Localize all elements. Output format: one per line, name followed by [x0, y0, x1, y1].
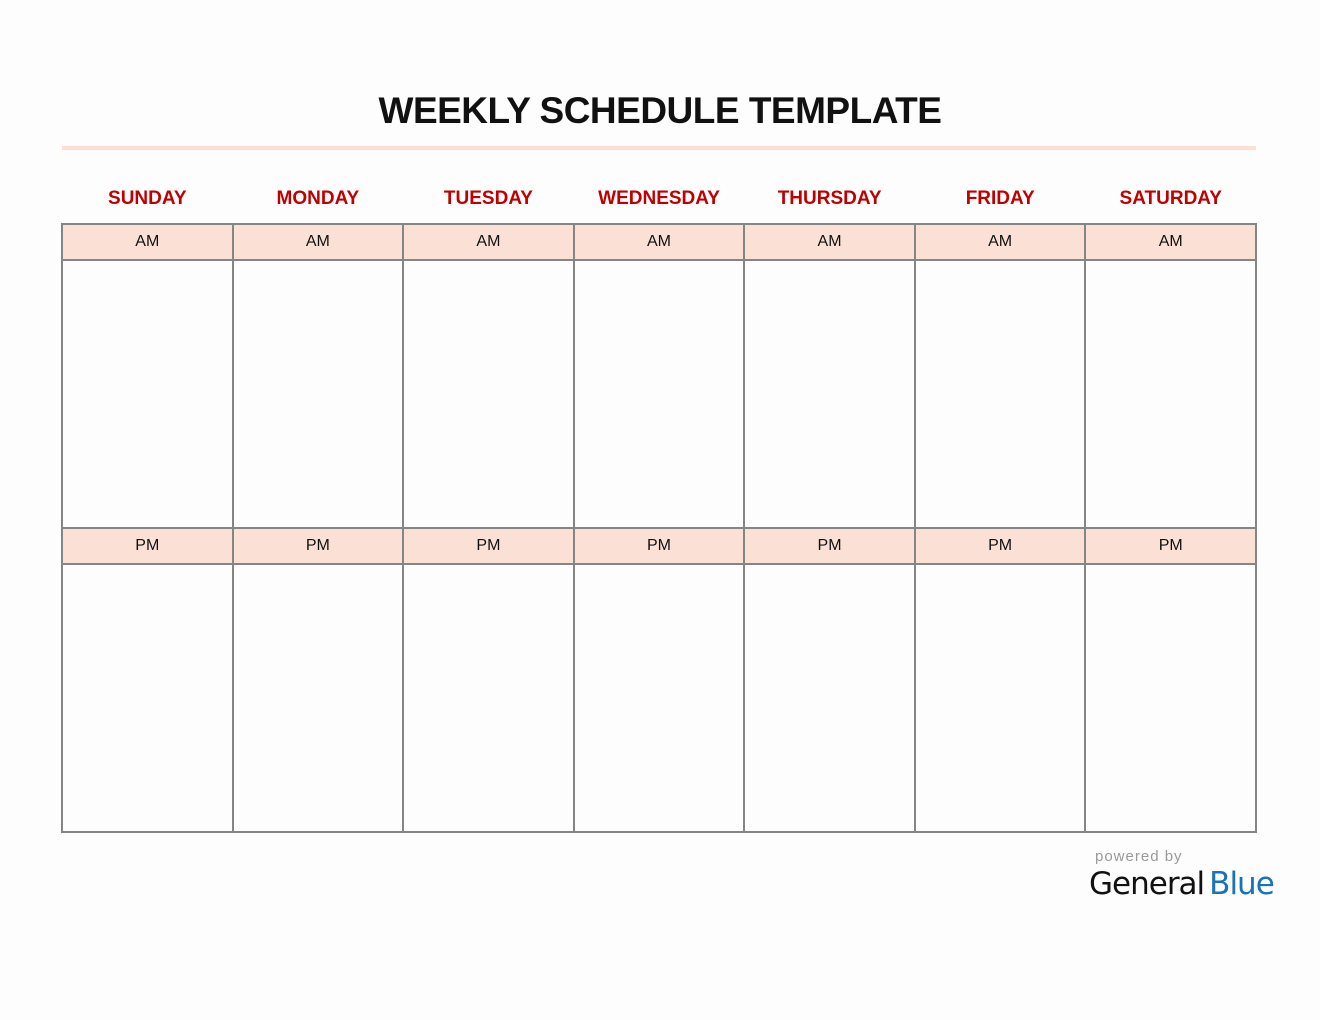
- schedule-cell-wednesday-am[interactable]: [572, 259, 746, 529]
- period-label-am: AM: [743, 223, 916, 261]
- period-header-row-am: AM AM AM AM AM AM AM: [61, 223, 1257, 261]
- day-label-thursday: THURSDAY: [777, 188, 882, 209]
- schedule-cell-thursday-pm[interactable]: [743, 563, 916, 833]
- schedule-cell-monday-am[interactable]: [231, 259, 405, 529]
- period-label-am: AM: [1084, 223, 1257, 261]
- schedule-cell-friday-pm[interactable]: [913, 563, 1087, 833]
- day-label-tuesday: TUESDAY: [443, 188, 533, 209]
- day-labels: SUNDAY MONDAY TUESDAY WEDNESDAY THURSDAY FRID…: [62, 188, 1256, 210]
- period-label-pm: PM: [572, 527, 746, 565]
- period-label-pm: PM: [231, 527, 405, 565]
- day-label-friday: FRIDAY: [965, 188, 1035, 209]
- schedule-cell-saturday-pm[interactable]: [1084, 563, 1257, 833]
- period-header-row-pm: PM PM PM PM PM PM PM: [61, 527, 1257, 565]
- page-title: WEEKLY SCHEDULE TEMPLATE: [378, 90, 942, 131]
- schedule-cell-friday-am[interactable]: [913, 259, 1087, 529]
- period-label-am: AM: [572, 223, 746, 261]
- period-label-pm: PM: [913, 527, 1087, 565]
- schedule-cell-tuesday-pm[interactable]: [402, 563, 575, 833]
- period-label-am: AM: [913, 223, 1087, 261]
- period-body-row-pm: [61, 563, 1257, 833]
- schedule-cell-sunday-am[interactable]: [61, 259, 234, 529]
- day-label-monday: MONDAY: [276, 188, 360, 209]
- logo-general: General: [1089, 866, 1205, 902]
- title-divider: [62, 146, 1256, 150]
- schedule-cell-tuesday-am[interactable]: [402, 259, 575, 529]
- schedule-cell-wednesday-pm[interactable]: [572, 563, 746, 833]
- schedule-cell-monday-pm[interactable]: [231, 563, 405, 833]
- period-label-pm: PM: [743, 527, 916, 565]
- logo-blue: Blue: [1209, 866, 1275, 902]
- schedule-cell-sunday-pm[interactable]: [61, 563, 234, 833]
- powered-by-text: powered by: [1095, 848, 1183, 865]
- schedule-cell-thursday-am[interactable]: [743, 259, 916, 529]
- period-label-am: AM: [402, 223, 575, 261]
- generalblue-logo: General Blue: [1089, 866, 1275, 902]
- period-label-am: AM: [231, 223, 405, 261]
- period-label-am: AM: [61, 223, 234, 261]
- day-label-wednesday: WEDNESDAY: [598, 188, 720, 209]
- day-label-sunday: SUNDAY: [108, 188, 187, 209]
- schedule-grid: AM AM AM AM AM AM AM PM PM PM PM PM PM PM: [61, 223, 1257, 833]
- period-label-pm: PM: [1084, 527, 1257, 565]
- period-label-pm: PM: [61, 527, 234, 565]
- day-label-saturday: SATURDAY: [1119, 188, 1222, 209]
- period-body-row-am: [61, 259, 1257, 529]
- schedule-cell-saturday-am[interactable]: [1084, 259, 1257, 529]
- period-label-pm: PM: [402, 527, 575, 565]
